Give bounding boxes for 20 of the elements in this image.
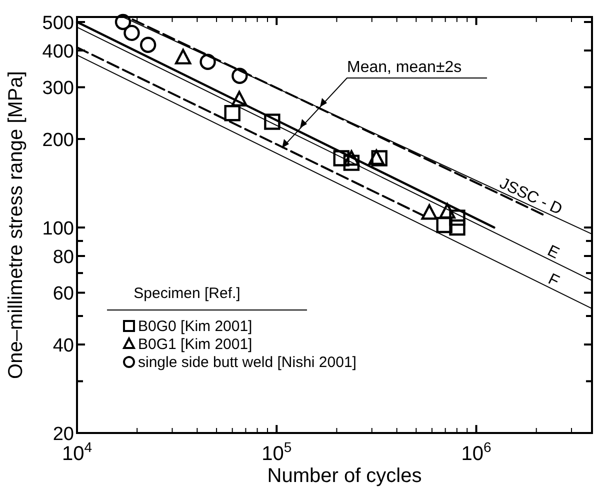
x-tick-label: 10$^{6}$	[461, 439, 492, 465]
text: F	[545, 270, 562, 291]
legend-title: Specimen [Ref.]	[134, 285, 240, 302]
legend-label: B0G1 [Kim 2001]	[138, 336, 252, 353]
annotation: Mean, mean±2s	[347, 59, 462, 76]
legend-label: B0G0 [Kim 2001]	[138, 318, 252, 335]
text: JSSC - D	[496, 175, 565, 218]
y-tick-label: 100	[42, 218, 74, 240]
y-tick-label: 500	[42, 13, 74, 34]
y-axis-title: One–millimetre stress range [MPa]	[5, 71, 27, 379]
y-tick-label: 40	[52, 336, 74, 356]
text: E	[544, 242, 562, 262]
y-tick-label: 300	[42, 78, 74, 100]
x-axis-title: Number of cycles	[267, 465, 422, 487]
y-tick-label: 80	[52, 246, 74, 268]
legend-label: single side butt weld [Nishi 2001]	[138, 354, 356, 371]
y-tick-label: 60	[52, 284, 74, 305]
x-tick-label: 10$^{5}$	[262, 439, 292, 465]
y-tick-label: 200	[42, 130, 74, 151]
y-tick-label: 400	[42, 42, 74, 62]
